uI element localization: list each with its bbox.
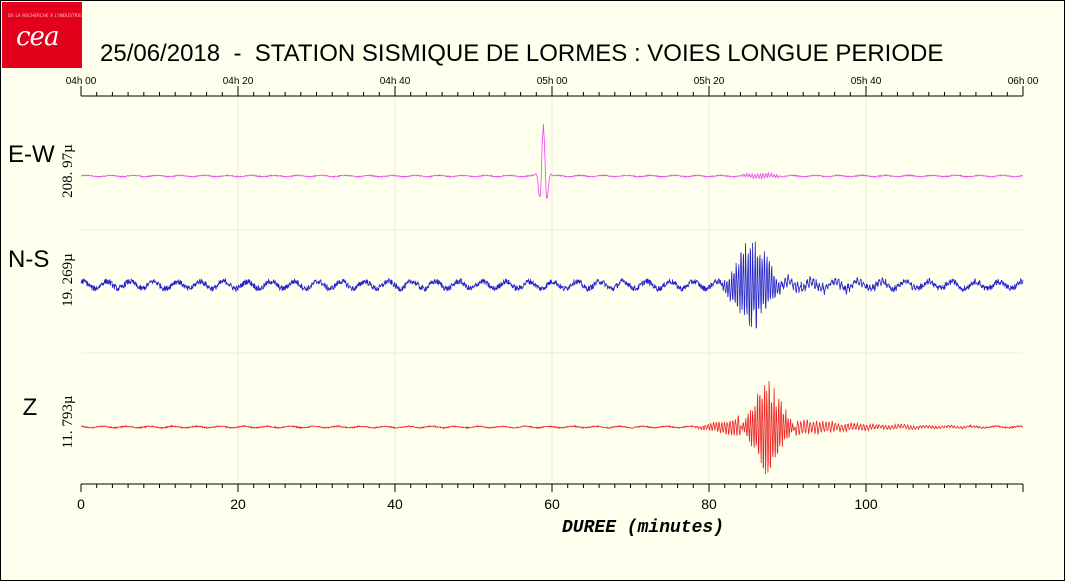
grid-lines	[81, 96, 1023, 484]
trace-e-w	[80, 123, 1024, 199]
channel-label-e-w: E-W	[8, 141, 55, 168]
x-axis-label: DUREE (minutes)	[562, 518, 724, 538]
bottom-tick-label: 100	[854, 496, 878, 512]
bottom-tick-label: 0	[77, 496, 85, 512]
channel-label-n-s: N-S	[8, 246, 49, 273]
trace-n-s	[80, 241, 1024, 329]
logo-tagline: DE LA RECHERCHE À L'INDUSTRIE	[8, 13, 82, 18]
trace-z	[80, 381, 1024, 475]
top-tick-label: 04h 40	[380, 76, 411, 87]
scale-label-n-s: 19. 269µ	[60, 253, 76, 307]
channel-label-z: Z	[23, 394, 38, 421]
labels: 04h 00 04h 20 04h 40 05h 00 05h 20 05h 40 06h …	[8, 76, 1039, 538]
logo-mark: cea	[16, 22, 59, 52]
cea-logo: DE LA RECHERCHE À L'INDUSTRIE cea	[2, 2, 82, 68]
bottom-tick-label: 60	[544, 496, 560, 512]
top-tick-label: 06h 00	[1008, 76, 1039, 87]
top-tick-label: 05h 00	[537, 76, 568, 87]
axes	[80, 86, 1024, 492]
scale-label-z: 11. 793µ	[60, 395, 76, 448]
chart-title: 25/06/2018 - STATION SISMIQUE DE LORMES …	[100, 40, 944, 67]
scale-label-e-w: 208. 97µ	[60, 144, 76, 198]
top-tick-label: 04h 20	[223, 76, 254, 87]
bottom-tick-label: 20	[230, 496, 246, 512]
top-tick-label: 05h 20	[694, 76, 725, 87]
top-tick-label: 05h 40	[851, 76, 882, 87]
top-tick-label: 04h 00	[66, 76, 97, 87]
traces	[80, 123, 1024, 475]
bottom-tick-label: 80	[701, 496, 717, 512]
bottom-tick-label: 40	[387, 496, 403, 512]
